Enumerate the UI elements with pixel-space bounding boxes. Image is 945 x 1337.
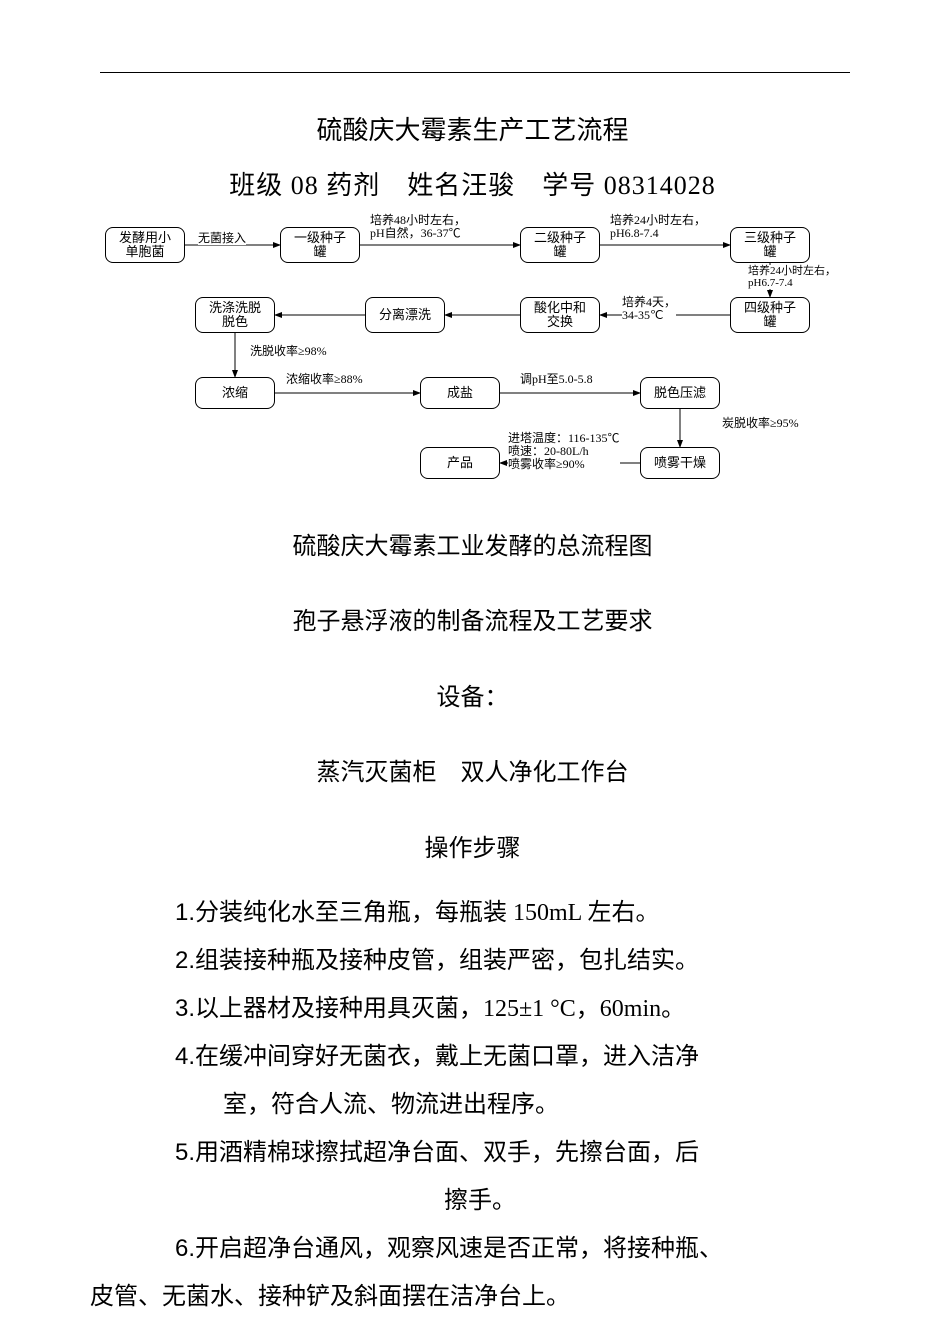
flow-edge-label: 培养24小时左右，pH6.7-7.4: [748, 265, 836, 289]
top-rule: [100, 72, 850, 73]
flow-node: 脱色压滤: [640, 377, 720, 409]
captions-block: 硫酸庆大霉素工业发酵的总流程图 孢子悬浮液的制备流程及工艺要求 设备： 蒸汽灭菌…: [100, 522, 845, 874]
flow-node: 喷雾干燥: [640, 447, 720, 479]
step-item: 6.开启超净台通风，观察风速是否正常，将接种瓶、: [175, 1225, 785, 1273]
flow-node: 一级种子罐: [280, 227, 360, 263]
step-continuation: 室，符合人流、物流进出程序。: [175, 1081, 785, 1129]
step-item: 2.组装接种瓶及接种皮管，组装严密，包扎结实。: [175, 937, 785, 985]
caption-5: 操作步骤: [100, 824, 845, 874]
flow-edge-label: 无菌接入: [198, 232, 246, 245]
flow-node: 成盐: [420, 377, 500, 409]
flow-edge-label: 培养24小时左右，pH6.8-7.4: [610, 214, 706, 240]
flow-node: 三级种子罐: [730, 227, 810, 263]
flow-edge-label: 洗脱收率≥98%: [250, 345, 327, 358]
flowchart: 发酵用小单胞菌 一级种子罐 二级种子罐 三级种子罐四级种子罐 酸化中和交换 分离漂洗 洗涤洗…: [100, 217, 860, 497]
caption-2: 孢子悬浮液的制备流程及工艺要求: [100, 597, 845, 647]
flow-node: 分离漂洗: [365, 297, 445, 333]
flow-node: 酸化中和交换: [520, 297, 600, 333]
doc-title: 硫酸庆大霉素生产工艺流程: [100, 110, 845, 147]
step-item: 5.用酒精棉球擦拭超净台面、双手，先擦台面，后: [175, 1129, 785, 1177]
caption-1: 硫酸庆大霉素工业发酵的总流程图: [100, 522, 845, 572]
flow-node: 发酵用小单胞菌: [105, 227, 185, 263]
step-continuation: 擦手。: [175, 1177, 785, 1225]
flow-edge-label: 浓缩收率≥88%: [286, 373, 363, 386]
step-item: 1.分装纯化水至三角瓶，每瓶装 150mL 左右。: [175, 889, 785, 937]
step-item: 4.在缓冲间穿好无菌衣，戴上无菌口罩，进入洁净: [175, 1033, 785, 1081]
flow-node: 浓缩: [195, 377, 275, 409]
doc-subtitle: 班级 08 药剂 姓名汪骏 学号 08314028: [100, 165, 845, 202]
flow-node: 产品: [420, 447, 500, 479]
flow-node: 四级种子罐: [730, 297, 810, 333]
caption-4: 蒸汽灭菌柜 双人净化工作台: [100, 748, 845, 798]
caption-3: 设备：: [100, 673, 845, 723]
flow-node: 洗涤洗脱脱色: [195, 297, 275, 333]
flow-edge-label: 调pH至5.0-5.8: [520, 373, 593, 386]
step-item: 3.以上器材及接种用具灭菌，125±1 °C，60min。: [175, 985, 785, 1033]
flow-edge-label: 培养48小时左右，pH自然，36-37℃: [370, 214, 466, 240]
flow-edge-label: 炭脱收率≥95%: [722, 417, 799, 430]
steps-list: 1.分装纯化水至三角瓶，每瓶装 150mL 左右。2.组装接种瓶及接种皮管，组装…: [175, 889, 785, 1273]
flow-edge-label: 进塔温度：116-135℃喷速：20-80L/h喷雾收率≥90%: [508, 432, 620, 472]
flow-edge-label: 培养4天，34-35℃: [622, 296, 676, 322]
flow-node: 二级种子罐: [520, 227, 600, 263]
tail-line: 皮管、无菌水、接种铲及斜面摆在洁净台上。: [90, 1273, 785, 1321]
